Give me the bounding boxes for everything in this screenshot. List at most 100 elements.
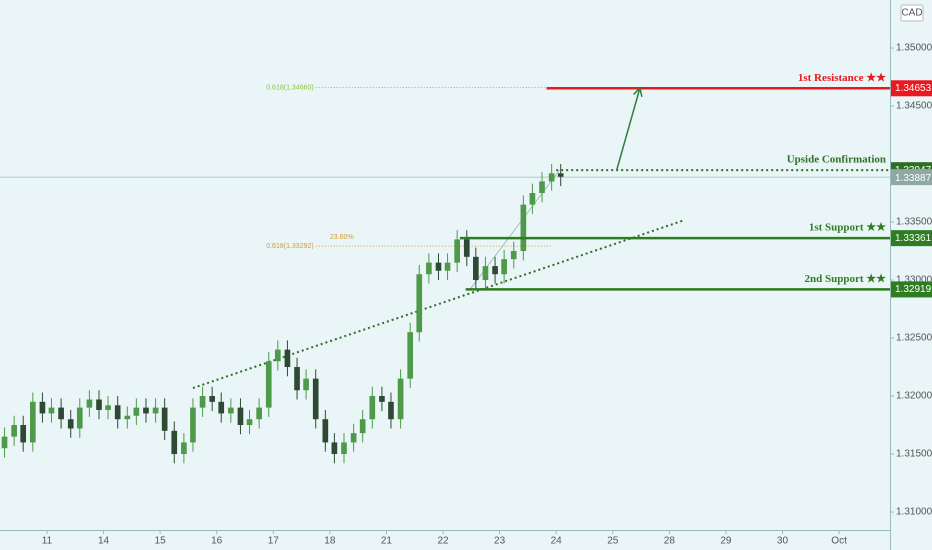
candle-body (256, 407, 262, 420)
candle-body (1, 436, 8, 449)
y-tick-label: 1.31500 (896, 449, 932, 460)
candle-body (29, 401, 36, 443)
candle-body (39, 401, 46, 414)
candle-body (284, 349, 291, 368)
candle-body (397, 378, 404, 420)
price-tag-label: 1.32919 (895, 284, 932, 295)
x-tick-label: 21 (381, 536, 393, 547)
candle-body (492, 266, 498, 275)
candle-body (86, 399, 93, 408)
x-tick-label: 23 (494, 536, 506, 547)
price-tag (891, 281, 932, 298)
candle-body (520, 204, 527, 252)
candle-body (444, 262, 451, 271)
level-label: 1st Resistance ★★ (798, 72, 886, 84)
candle-body (228, 407, 234, 414)
price-tag-label: 1.33887 (895, 173, 932, 184)
candle-body (190, 407, 196, 443)
candle-body (557, 173, 564, 177)
y-tick-label: 1.35000 (896, 43, 932, 54)
candle-body (161, 407, 168, 431)
candle-body (501, 259, 507, 275)
candle-body (171, 430, 178, 455)
candle-body (152, 407, 159, 414)
y-tick-label: 1.33000 (896, 275, 932, 286)
candle-body (237, 407, 244, 426)
x-tick-label: 14 (98, 536, 110, 547)
candle-body (435, 262, 442, 271)
x-tick-label: 29 (720, 536, 732, 547)
x-tick-label: 24 (551, 536, 563, 547)
x-tick-label: 18 (324, 536, 336, 547)
candle-body (359, 419, 366, 434)
candle-body (20, 425, 27, 443)
candle-body (426, 262, 432, 275)
arrow (615, 87, 641, 171)
candle-body (143, 407, 149, 414)
candle-body (529, 193, 536, 205)
candle-body (48, 407, 55, 414)
level-label: Upside Confirmation (787, 154, 886, 166)
x-tick-label: 11 (42, 536, 53, 547)
candle-body (105, 405, 111, 410)
candle-body (199, 396, 206, 408)
candle-body (76, 407, 83, 429)
candle-body (114, 405, 121, 420)
x-tick-label: 15 (155, 536, 167, 547)
candle-body (331, 442, 338, 455)
fib-label: 0.618(1.34660) (266, 84, 313, 91)
candle-body (274, 349, 281, 362)
x-tick-label: 16 (211, 536, 223, 547)
fib-note: 23.60% (330, 234, 354, 241)
candle-body (539, 181, 545, 194)
candle-body (369, 396, 376, 420)
candle-body (181, 442, 187, 455)
y-tick-label: 1.31000 (896, 507, 932, 518)
price-tag-label: 1.33361 (895, 233, 932, 244)
candle-body (388, 401, 394, 420)
y-tick-label: 1.32000 (896, 391, 932, 402)
price-tag (891, 230, 932, 247)
candle-body (218, 401, 225, 414)
y-tick-label: 1.34500 (896, 101, 932, 112)
candle-body (510, 251, 517, 260)
candle-body (473, 256, 479, 281)
candle-body (341, 442, 347, 455)
candle-body (482, 266, 489, 281)
candle-body (11, 425, 17, 437)
candle-body (124, 415, 131, 420)
x-tick-label: 22 (437, 536, 449, 547)
candle-body (379, 396, 385, 402)
candle-body (246, 419, 253, 426)
x-tick-label: 17 (268, 536, 280, 547)
level-label: 2nd Support ★★ (805, 273, 887, 285)
price-tag (891, 80, 932, 97)
candle-body (67, 419, 74, 429)
candle-body (407, 332, 414, 379)
level-label: 1st Support ★★ (809, 222, 886, 234)
price-tag-label: 1.34653 (895, 83, 932, 94)
candle-body (548, 173, 555, 182)
currency: CAD (901, 8, 922, 19)
candle-body (58, 407, 64, 420)
candle-body (416, 274, 423, 333)
candle-body (463, 239, 470, 257)
y-tick-label: 1.33500 (896, 217, 932, 228)
price-tag (891, 169, 932, 186)
currency-box (900, 4, 924, 22)
candle-body (312, 378, 319, 420)
candle-body (303, 378, 309, 391)
candle-body (209, 396, 216, 402)
x-tick-label: 25 (607, 536, 619, 547)
arrow-head (633, 86, 643, 97)
x-tick-label: 28 (664, 536, 676, 547)
candle-body (454, 239, 460, 263)
candle-body (133, 407, 140, 416)
candle-body (350, 433, 357, 443)
x-tick-label: 30 (777, 536, 789, 547)
candle-body (96, 399, 102, 410)
candle-body (265, 361, 272, 408)
